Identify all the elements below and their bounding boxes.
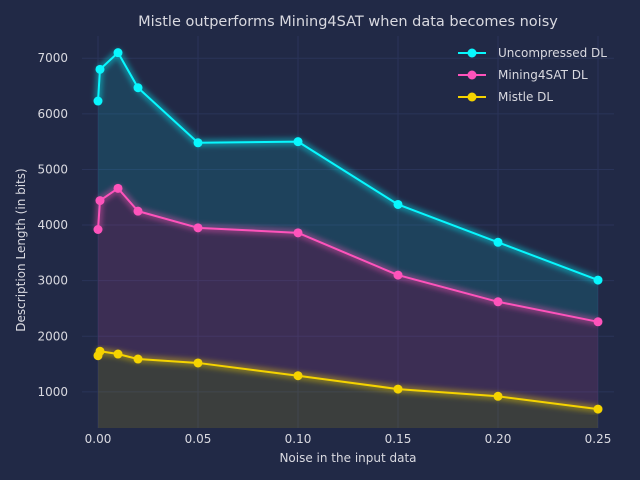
area-fill [98,351,598,428]
data-point [593,317,603,327]
y-tick-label: 3000 [37,274,68,288]
chart-title: Mistle outperforms Mining4SAT when data … [138,14,558,30]
data-point [293,228,303,238]
data-point [393,199,403,209]
legend-label: Mining4SAT DL [498,68,588,82]
data-point [133,83,143,93]
data-point [493,297,503,307]
data-point [113,48,123,58]
area-fills [98,52,598,428]
data-point [193,223,203,233]
data-point [193,358,203,368]
x-tick-label: 0.10 [285,432,312,446]
data-point [133,206,143,216]
x-tick-label: 0.05 [185,432,212,446]
data-point [133,354,143,364]
legend-marker [467,92,477,102]
data-point [113,349,123,359]
area-fill [98,52,598,322]
y-tick-label: 6000 [37,107,68,121]
x-tick-label: 0.00 [85,432,112,446]
series-group [93,48,603,285]
data-point [95,64,105,74]
data-point [493,391,503,401]
x-tick-label: 0.25 [585,432,612,446]
y-tick-label: 1000 [37,385,68,399]
data-point [293,137,303,147]
data-point [493,237,503,247]
area-fill [98,188,598,410]
data-point [593,275,603,285]
data-point [293,371,303,381]
legend-item: Mistle DL [458,90,553,104]
x-axis-ticks: 0.00 0.05 0.10 0.15 0.20 0.25 [85,432,612,446]
data-point [113,183,123,193]
x-tick-label: 0.20 [485,432,512,446]
data-point [93,96,103,106]
data-point [93,224,103,234]
legend: Uncompressed DL Mining4SAT DL Mistle DL [458,46,607,104]
series-group [93,183,603,327]
legend-marker [467,70,477,80]
legend-label: Uncompressed DL [498,46,607,60]
series-lines [93,48,603,414]
x-axis-label: Noise in the input data [279,451,416,465]
series-group [93,346,603,414]
y-tick-label: 5000 [37,162,68,176]
data-point [393,270,403,280]
data-point [193,138,203,148]
data-point [393,384,403,394]
y-tick-label: 7000 [37,51,68,65]
data-point [95,196,105,206]
legend-item: Mining4SAT DL [458,68,588,82]
y-tick-label: 2000 [37,329,68,343]
legend-item: Uncompressed DL [458,46,607,60]
y-tick-label: 4000 [37,218,68,232]
legend-marker [467,48,477,58]
data-point [95,346,105,356]
y-axis-label: Description Length (in bits) [14,168,28,331]
legend-label: Mistle DL [498,90,553,104]
x-tick-label: 0.15 [385,432,412,446]
data-point [593,404,603,414]
y-axis-ticks: 1000 2000 3000 4000 5000 6000 7000 [37,51,68,399]
